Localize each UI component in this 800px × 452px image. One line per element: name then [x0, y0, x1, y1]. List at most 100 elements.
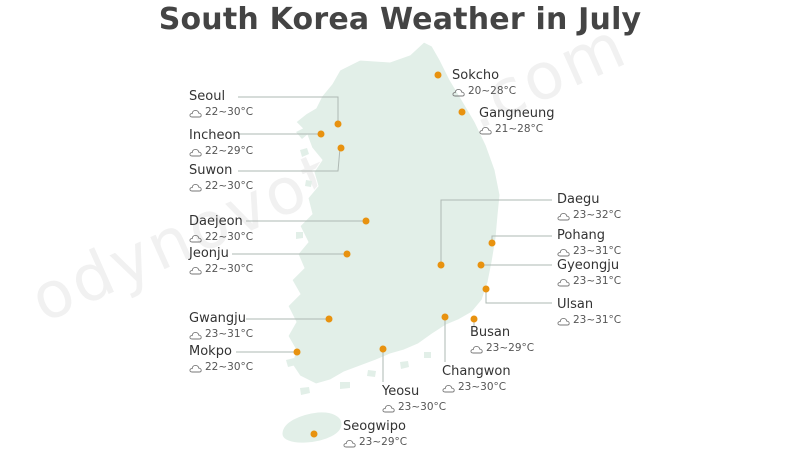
city-temp: 22~30°C: [205, 180, 254, 192]
city-label-gwangju: Gwangju 23~31°C: [189, 311, 253, 341]
city-temp: 23~31°C: [573, 275, 622, 287]
leader-pohang: [491, 235, 552, 243]
marker-ulsan: [482, 285, 490, 293]
city-name: Suwon: [189, 163, 233, 178]
cloud-icon: [470, 344, 483, 354]
cloud-icon: [557, 247, 570, 257]
city-name: Gangneung: [479, 106, 555, 121]
marker-seogwipo: [310, 430, 318, 438]
leader-seoul: [238, 96, 339, 123]
cloud-icon: [557, 316, 570, 326]
cloud-icon: [343, 438, 356, 448]
city-label-busan: Busan 23~29°C: [470, 325, 534, 355]
cloud-icon: [189, 233, 202, 243]
leader-daegu: [440, 199, 552, 265]
cloud-icon: [189, 265, 202, 275]
city-name: Pohang: [557, 228, 606, 243]
city-label-gangneung: Gangneung 21~28°C: [479, 106, 555, 136]
island: [305, 180, 312, 187]
cloud-icon: [189, 108, 202, 118]
cloud-icon: [382, 403, 395, 413]
city-label-daejeon: Daejeon 22~30°C: [189, 214, 253, 244]
cloud-icon: [189, 182, 202, 192]
city-temp: 20~28°C: [468, 85, 517, 97]
city-label-yeosu: Yeosu 23~30°C: [382, 384, 446, 414]
leader-suwon: [238, 147, 341, 172]
city-name: Busan: [470, 325, 511, 340]
city-name: Sokcho: [452, 68, 500, 83]
city-name: Yeosu: [382, 384, 420, 399]
leader-ulsan: [485, 289, 552, 304]
city-name: Incheon: [189, 128, 241, 143]
island: [367, 370, 376, 377]
cloud-icon: [557, 277, 570, 287]
marker-busan: [470, 315, 478, 323]
city-name: Gwangju: [189, 311, 247, 326]
marker-daegu: [437, 261, 445, 269]
city-label-seoul: Seoul 22~30°C: [189, 89, 253, 119]
cloud-icon: [452, 87, 465, 97]
city-temp: 21~28°C: [495, 123, 544, 135]
cloud-icon: [557, 211, 570, 221]
city-name: Jeonju: [189, 246, 229, 261]
city-name: Daejeon: [189, 214, 243, 229]
city-label-jeonju: Jeonju 22~30°C: [189, 246, 253, 276]
island: [424, 352, 431, 358]
city-label-gyeongju: Gyeongju 23~31°C: [557, 258, 621, 288]
city-name: Gyeongju: [557, 258, 620, 273]
page-title: South Korea Weather in July: [158, 2, 642, 37]
city-temp: 23~31°C: [573, 314, 622, 326]
city-name: Ulsan: [557, 297, 594, 312]
mainland-land: [287, 41, 501, 385]
city-label-sokcho: Sokcho 20~28°C: [452, 68, 516, 98]
city-label-changwon: Changwon 23~30°C: [442, 364, 511, 394]
marker-daejeon: [362, 217, 370, 225]
city-temp: 23~29°C: [486, 342, 535, 354]
island: [286, 358, 296, 367]
cloud-icon: [442, 383, 455, 393]
marker-gwangju: [325, 315, 333, 323]
marker-suwon: [337, 144, 345, 152]
city-temp: 23~30°C: [398, 401, 447, 413]
marker-sokcho: [434, 71, 442, 79]
island: [300, 148, 309, 157]
marker-mokpo: [293, 348, 301, 356]
jeju-island: [281, 411, 343, 444]
cloud-icon: [189, 330, 202, 340]
marker-pohang: [488, 239, 496, 247]
city-temp: 23~29°C: [359, 436, 408, 448]
marker-yeosu: [379, 345, 387, 353]
cloud-icon: [189, 363, 202, 373]
city-label-seogwipo: Seogwipo 23~29°C: [343, 419, 407, 449]
city-label-daegu: Daegu 23~32°C: [557, 192, 621, 222]
city-name: Seogwipo: [343, 419, 406, 434]
marker-changwon: [441, 313, 449, 321]
marker-jeonju: [343, 250, 351, 258]
city-label-ulsan: Ulsan 23~31°C: [557, 297, 621, 327]
city-name: Daegu: [557, 192, 600, 207]
city-label-pohang: Pohang 23~31°C: [557, 228, 621, 258]
city-temp: 23~31°C: [573, 245, 622, 257]
city-name: Seoul: [189, 89, 226, 104]
city-label-suwon: Suwon 22~30°C: [189, 163, 253, 193]
island: [296, 232, 303, 239]
marker-gangneung: [458, 108, 466, 116]
marker-gyeongju: [477, 261, 485, 269]
island: [400, 361, 409, 369]
island: [300, 387, 310, 395]
city-temp: 22~30°C: [205, 361, 254, 373]
cloud-icon: [479, 125, 492, 135]
city-temp: 23~32°C: [573, 209, 622, 221]
island: [340, 382, 350, 389]
marker-seoul: [334, 120, 342, 128]
cloud-icon: [189, 147, 202, 157]
city-temp: 22~30°C: [205, 106, 254, 118]
city-temp: 23~30°C: [458, 381, 507, 393]
city-temp: 22~30°C: [205, 231, 254, 243]
city-temp: 23~31°C: [205, 328, 254, 340]
city-label-mokpo: Mokpo 22~30°C: [189, 344, 253, 374]
city-name: Changwon: [442, 364, 511, 379]
city-label-incheon: Incheon 22~29°C: [189, 128, 253, 158]
city-temp: 22~30°C: [205, 263, 254, 275]
